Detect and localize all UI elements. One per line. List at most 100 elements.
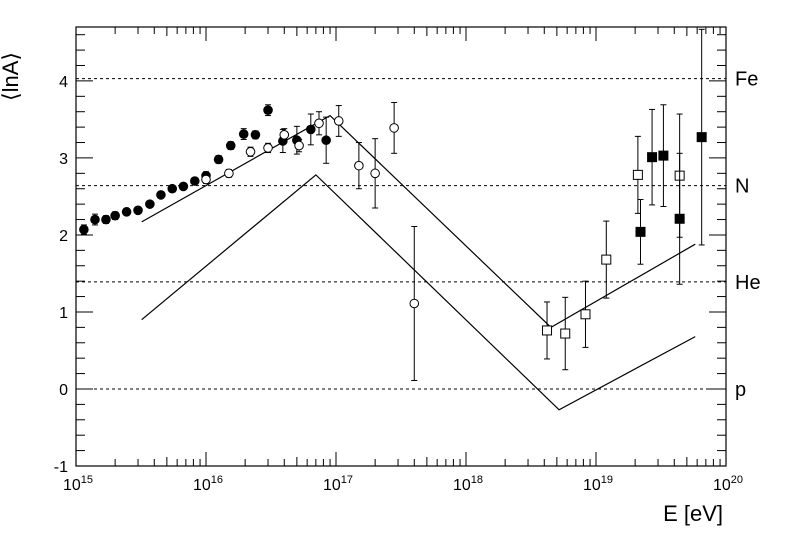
marker-open-square: [580, 309, 591, 320]
marker-open-circle: [279, 130, 290, 140]
marker-filled-circle: [167, 183, 178, 194]
data-point: [238, 128, 249, 140]
data-point: [389, 101, 399, 154]
data-point: [542, 301, 553, 360]
data-point: [110, 210, 120, 221]
data-point: [560, 296, 571, 371]
data-point: [79, 224, 89, 235]
x-tick-label: 1016: [193, 474, 223, 494]
marker-filled-circle: [263, 105, 273, 115]
x-tick-label: 1015: [63, 474, 93, 494]
plot-frame: [75, 26, 727, 467]
x-axis-title: E [eV]: [663, 501, 723, 526]
data-point: [189, 176, 200, 186]
data-point: [167, 183, 178, 194]
data-point: [263, 142, 273, 154]
y-tick-label: 2: [59, 228, 68, 245]
marker-open-circle: [354, 160, 364, 171]
data-point: [647, 108, 658, 206]
marker-filled-circle: [110, 210, 120, 221]
data-point: [601, 220, 612, 299]
x-tick-label-base: 10: [583, 477, 601, 494]
x-tick-label-base: 10: [63, 477, 81, 494]
data-point: [658, 104, 669, 207]
data-point: [250, 130, 261, 140]
data-point: [321, 116, 331, 164]
data-point: [409, 225, 420, 382]
x-tick-label-exponent: 18: [471, 474, 483, 486]
data-point: [225, 140, 236, 151]
x-tick-label-exponent: 15: [81, 474, 93, 486]
marker-filled-circle: [79, 224, 89, 235]
marker-filled-square: [696, 132, 707, 143]
data-point: [156, 190, 166, 200]
data-point: [213, 154, 224, 165]
data-point: [632, 135, 643, 214]
data-point: [133, 205, 143, 216]
marker-open-square: [542, 325, 553, 336]
marker-filled-circle: [238, 129, 249, 139]
marker-open-circle: [263, 143, 273, 153]
marker-filled-circle: [121, 207, 132, 217]
data-point: [314, 111, 324, 136]
data-point: [333, 105, 344, 137]
data-point: [224, 168, 234, 179]
marker-filled-square: [658, 150, 669, 161]
data-point: [90, 213, 100, 226]
y-tick-label: 4: [59, 74, 68, 91]
x-tick-label-exponent: 19: [601, 474, 613, 486]
x-tick-label-base: 10: [713, 477, 731, 494]
marker-filled-circle: [145, 199, 155, 209]
data-point: [101, 214, 111, 225]
y-tick-label: -1: [54, 459, 68, 476]
y-tick-label: 0: [59, 382, 68, 399]
marker-open-circle: [370, 168, 380, 179]
reference-label: p: [735, 379, 746, 401]
x-tick-label-base: 10: [453, 477, 471, 494]
model-line: [141, 114, 696, 329]
data-point: [279, 128, 290, 142]
marker-filled-square: [635, 226, 646, 237]
reference-label: Fe: [735, 69, 758, 91]
marker-open-circle: [201, 174, 211, 185]
marker-filled-circle: [321, 135, 331, 146]
marker-open-square: [601, 254, 612, 265]
data-point: [674, 152, 685, 285]
y-axis-title: ⟨lnA⟩: [0, 52, 23, 101]
marker-open-circle: [314, 118, 324, 129]
reference-label: He: [735, 272, 761, 294]
data-point: [245, 146, 256, 157]
marker-open-circle: [245, 146, 256, 157]
marker-filled-square: [674, 213, 685, 224]
data-point: [178, 181, 189, 192]
data-point: [306, 113, 316, 146]
marker-open-circle: [224, 168, 234, 179]
x-tick-label: 1017: [323, 474, 353, 494]
marker-open-square: [632, 169, 643, 180]
x-tick-label-base: 10: [323, 477, 341, 494]
x-tick-label: 1020: [713, 474, 743, 494]
marker-open-circle: [294, 140, 304, 151]
marker-filled-circle: [306, 124, 316, 135]
marker-filled-circle: [250, 130, 261, 140]
x-tick-label-exponent: 16: [211, 474, 223, 486]
data-point: [145, 199, 155, 209]
data-point: [121, 207, 132, 217]
y-tick-label: 1: [59, 305, 68, 322]
y-tick-label: 3: [59, 151, 68, 168]
x-tick-label: 1018: [453, 474, 483, 494]
data-point: [294, 138, 304, 153]
marker-filled-circle: [156, 190, 166, 200]
marker-open-circle: [333, 116, 344, 126]
model-line: [141, 174, 696, 411]
marker-filled-circle: [90, 214, 100, 225]
data-point: [263, 104, 273, 117]
marker-open-square: [560, 328, 571, 339]
x-tick-label-exponent: 17: [341, 474, 353, 486]
marker-filled-circle: [225, 140, 236, 151]
marker-filled-square: [647, 152, 658, 163]
marker-filled-circle: [189, 176, 200, 186]
data-point: [580, 280, 591, 348]
marker-open-circle: [389, 123, 399, 133]
